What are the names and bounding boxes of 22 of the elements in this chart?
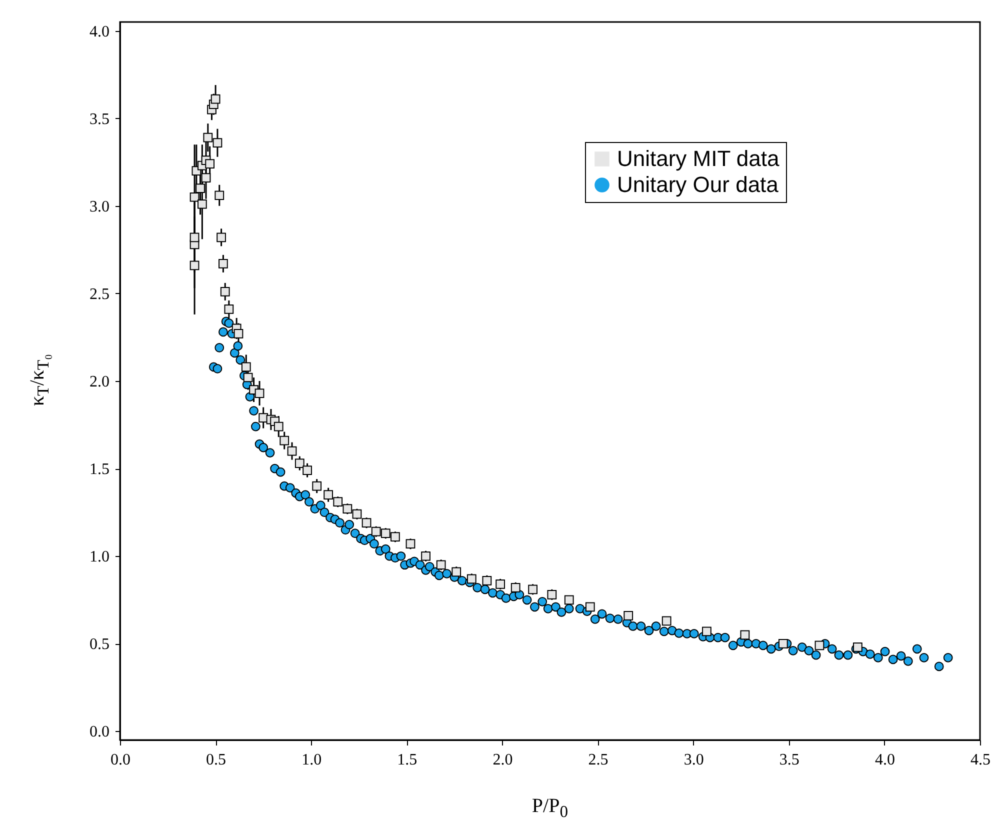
x-tick-label: 0.5 bbox=[206, 752, 226, 768]
x-tick-label: 2.0 bbox=[492, 752, 513, 768]
y-tick-label: 2.0 bbox=[90, 374, 110, 390]
legend-label: Unitary Our data bbox=[617, 172, 780, 197]
x-tick-label: 3.0 bbox=[684, 752, 704, 768]
x-tick-label: 4.5 bbox=[970, 752, 990, 768]
y-tick-label: 4.0 bbox=[90, 23, 110, 40]
x-tick-label: 2.5 bbox=[588, 752, 608, 768]
y-tick-label: 1.0 bbox=[90, 548, 110, 566]
x-tick-label: 1.0 bbox=[302, 752, 322, 768]
y-tick-label: 0.5 bbox=[90, 636, 110, 654]
y-tick-label: 0.0 bbox=[90, 724, 110, 741]
y-tick-label: 3.0 bbox=[90, 198, 110, 216]
y-tick-label: 2.5 bbox=[90, 286, 110, 303]
x-tick-label: 4.0 bbox=[874, 752, 895, 768]
legend-label: Unitary MIT data bbox=[617, 146, 780, 171]
y-tick-label: 1.5 bbox=[90, 461, 110, 478]
x-tick-label: 1.5 bbox=[397, 752, 418, 768]
x-tick-label: 0.0 bbox=[110, 752, 130, 768]
x-tick-label: 3.5 bbox=[779, 752, 800, 768]
x-axis-title: P/P$_{0}$ bbox=[530, 795, 570, 822]
y-tick-label: 3.5 bbox=[90, 110, 110, 128]
